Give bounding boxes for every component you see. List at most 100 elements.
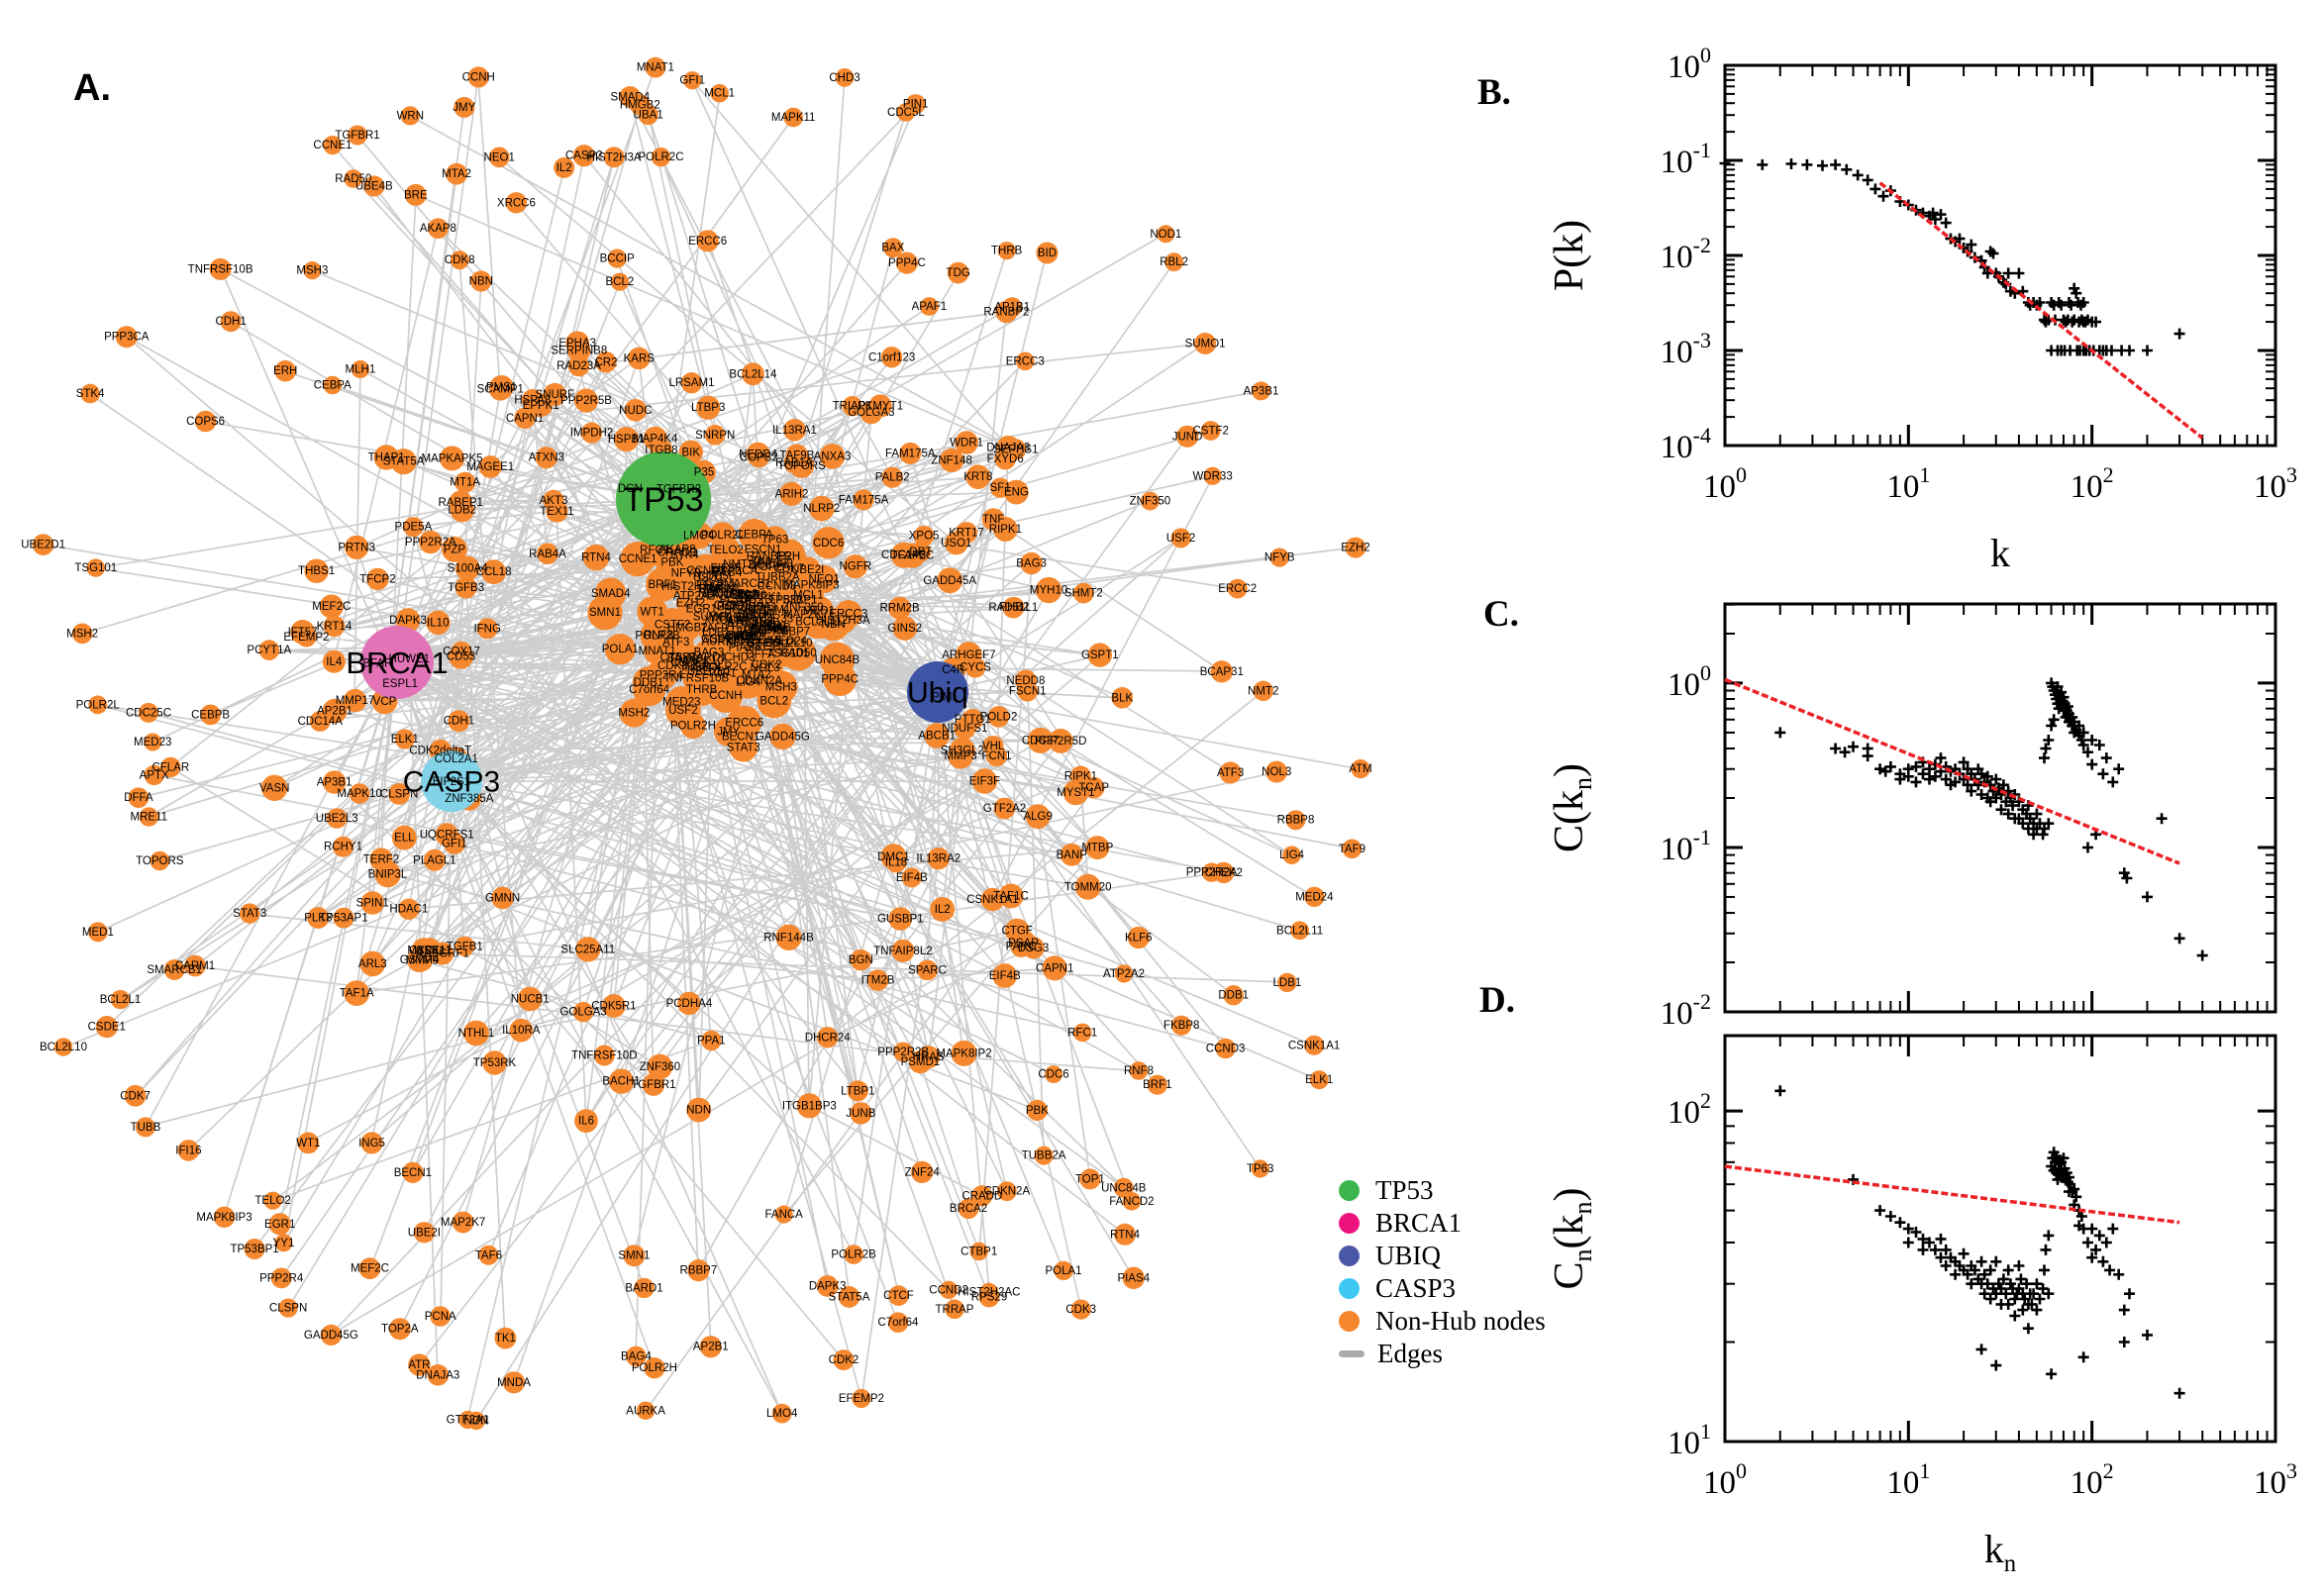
svg-text:RBBP8: RBBP8 xyxy=(1277,815,1315,827)
svg-text:CDC14B: CDC14B xyxy=(881,549,927,561)
svg-text:MMP9: MMP9 xyxy=(406,954,439,966)
svg-text:NDN: NDN xyxy=(464,1415,489,1427)
svg-text:COX17: COX17 xyxy=(443,647,480,658)
svg-text:FSCN1: FSCN1 xyxy=(1009,686,1047,698)
svg-text:PPP4C: PPP4C xyxy=(821,674,858,686)
svg-text:POLR2B: POLR2B xyxy=(831,1249,876,1261)
svg-text:CDC5L: CDC5L xyxy=(887,107,925,119)
svg-text:EIF3F: EIF3F xyxy=(969,776,1000,788)
svg-text:RABEP1: RABEP1 xyxy=(439,497,483,509)
svg-text:TAF9: TAF9 xyxy=(701,623,728,635)
svg-text:MEF2C: MEF2C xyxy=(351,1263,389,1275)
hub-node-brca1 xyxy=(360,626,434,699)
svg-text:TDG: TDG xyxy=(947,267,970,279)
plot-box xyxy=(1723,63,2277,448)
svg-text:MAP2K7: MAP2K7 xyxy=(783,609,828,621)
svg-text:RBBP8: RBBP8 xyxy=(736,617,773,629)
svg-text:TP53AP1: TP53AP1 xyxy=(319,913,367,925)
svg-text:CARM1: CARM1 xyxy=(175,960,215,972)
svg-text:PTTG1: PTTG1 xyxy=(955,714,991,726)
svg-text:FXYD6: FXYD6 xyxy=(987,453,1024,465)
svg-text:DHCR24: DHCR24 xyxy=(805,1032,852,1044)
svg-text:PPA1: PPA1 xyxy=(697,1036,726,1047)
svg-text:MNAT1: MNAT1 xyxy=(637,62,674,74)
svg-text:PIN1: PIN1 xyxy=(903,99,929,111)
svg-text:IFI16: IFI16 xyxy=(175,1145,201,1156)
svg-text:TP53RK: TP53RK xyxy=(473,1057,517,1069)
svg-text:ING5: ING5 xyxy=(681,662,708,674)
svg-text:TOP2A: TOP2A xyxy=(381,1324,419,1336)
svg-text:MMP3: MMP3 xyxy=(944,750,976,762)
svg-text:IL18: IL18 xyxy=(885,856,907,868)
svg-text:GFI1: GFI1 xyxy=(679,75,705,87)
svg-text:BGN: BGN xyxy=(849,954,873,966)
svg-text:ARIH2: ARIH2 xyxy=(775,488,809,500)
svg-text:BECN1: BECN1 xyxy=(722,732,759,744)
svg-text:RCHY1: RCHY1 xyxy=(324,842,362,853)
svg-text:RFC1: RFC1 xyxy=(640,545,669,556)
svg-text:SHMT2: SHMT2 xyxy=(1064,588,1103,600)
svg-text:IL2: IL2 xyxy=(935,904,951,916)
svg-text:SERPINB8: SERPINB8 xyxy=(551,345,607,356)
network-node-labels: MAPK10 EPPK1 USO1 GSPT1 BAG3 SPIN1 EIF3F FSCN1 U… xyxy=(21,62,1371,1428)
svg-text:PPP2R2A: PPP2R2A xyxy=(405,537,456,549)
svg-text:IFI16: IFI16 xyxy=(741,590,766,602)
svg-text:BAG4: BAG4 xyxy=(712,567,743,579)
svg-text:ZNF350: ZNF350 xyxy=(782,602,824,614)
legend-label: UBIQ xyxy=(1375,1241,1441,1270)
svg-text:MSH2: MSH2 xyxy=(618,708,650,720)
svg-text:AP1B1: AP1B1 xyxy=(752,621,787,633)
y-tick-labels: 100 10-1 10-2 xyxy=(1661,660,1711,1032)
svg-text:CDC5L: CDC5L xyxy=(697,571,735,583)
svg-text:RAB4A: RAB4A xyxy=(529,549,566,560)
svg-text:YY1: YY1 xyxy=(709,613,731,625)
svg-text:TP53BP1: TP53BP1 xyxy=(230,1244,278,1255)
svg-text:MAPK8IP3: MAPK8IP3 xyxy=(196,1212,252,1224)
svg-text:EFEMP2: EFEMP2 xyxy=(839,1393,884,1405)
svg-text:CSDE1: CSDE1 xyxy=(88,1022,126,1034)
svg-text:VHL: VHL xyxy=(982,741,1005,752)
svg-text:CDK3: CDK3 xyxy=(1065,1304,1096,1316)
svg-text:ATP2A2: ATP2A2 xyxy=(1103,968,1145,980)
svg-text:TOMM20: TOMM20 xyxy=(1064,881,1112,893)
svg-text:TUBB: TUBB xyxy=(726,631,757,643)
svg-text:GFI1: GFI1 xyxy=(442,838,467,849)
svg-text:ARHGEF7: ARHGEF7 xyxy=(942,649,995,661)
svg-text:VCP: VCP xyxy=(373,696,397,708)
svg-text:PPP2R4: PPP2R4 xyxy=(259,1272,304,1284)
svg-text:MTA2: MTA2 xyxy=(442,168,471,180)
svg-text:PIAS4: PIAS4 xyxy=(729,643,761,654)
svg-text:PMS1: PMS1 xyxy=(486,382,517,394)
svg-text:S100A4: S100A4 xyxy=(448,563,489,575)
svg-text:AURKA: AURKA xyxy=(626,1405,665,1417)
svg-text:MT1A: MT1A xyxy=(450,477,480,489)
svg-text:ATF3: ATF3 xyxy=(1217,767,1244,779)
svg-text:TUBB2A: TUBB2A xyxy=(1022,1150,1066,1162)
svg-text:HMGB2: HMGB2 xyxy=(667,623,708,635)
svg-text:MAP2K7: MAP2K7 xyxy=(441,1217,485,1229)
legend-label: BRCA1 xyxy=(1375,1208,1463,1238)
node-color-dot-icon xyxy=(1339,1213,1360,1234)
svg-text:CDK3: CDK3 xyxy=(657,660,688,672)
svg-text:RIPK1: RIPK1 xyxy=(989,524,1022,536)
svg-text:BID: BID xyxy=(783,595,802,607)
svg-text:RNF8: RNF8 xyxy=(1124,1065,1154,1077)
legend-label: CASP3 xyxy=(1375,1273,1457,1303)
svg-text:PPP3CA: PPP3CA xyxy=(713,565,758,577)
svg-text:RANBP2: RANBP2 xyxy=(747,551,792,563)
svg-text:UBE2D1: UBE2D1 xyxy=(21,540,65,551)
svg-text:KLF6: KLF6 xyxy=(726,638,754,649)
svg-text:STAT3: STAT3 xyxy=(233,908,266,920)
svg-text:NLRP2: NLRP2 xyxy=(803,503,840,515)
svg-text:NTHL1: NTHL1 xyxy=(458,1028,494,1040)
svg-text:EZH2: EZH2 xyxy=(676,598,705,610)
svg-text:TK1: TK1 xyxy=(752,556,772,568)
panel-label-b: B. xyxy=(1477,72,1511,113)
svg-text:102: 102 xyxy=(2070,1458,2114,1501)
svg-text:BRF1: BRF1 xyxy=(1143,1079,1171,1091)
svg-text:GTF2A1: GTF2A1 xyxy=(447,1415,489,1427)
svg-text:AP3B1: AP3B1 xyxy=(1244,385,1279,397)
svg-text:CSTF2: CSTF2 xyxy=(655,619,690,631)
fit-line xyxy=(1724,677,2180,865)
